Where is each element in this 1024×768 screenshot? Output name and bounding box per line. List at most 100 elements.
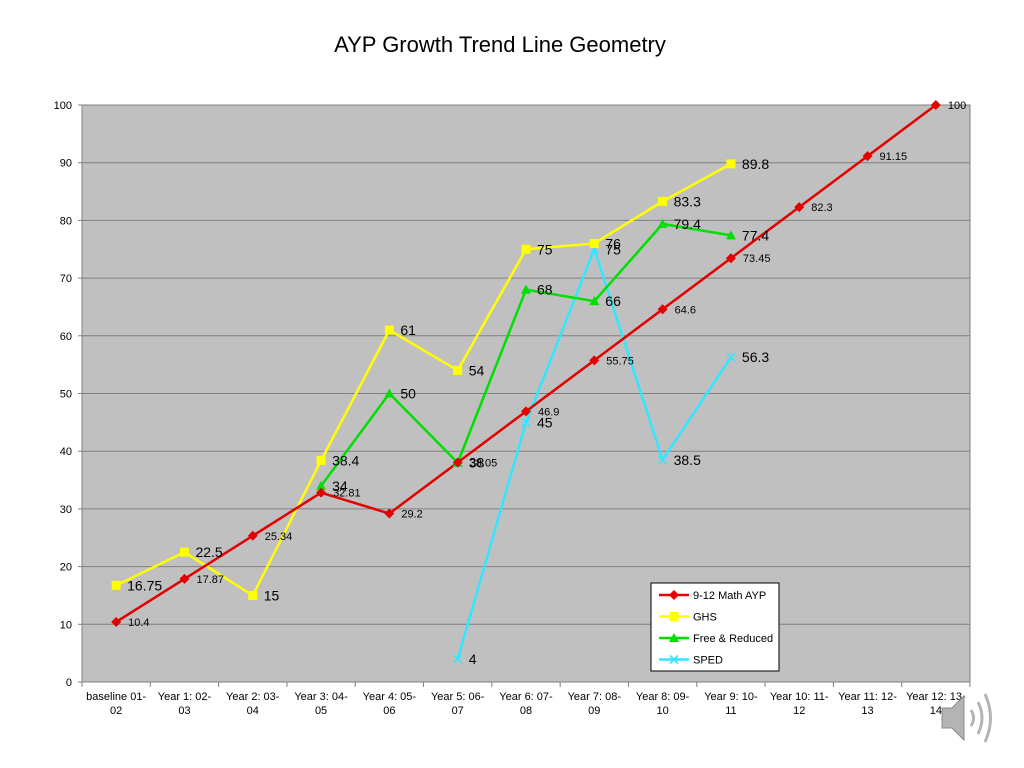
legend-entry: GHS	[659, 612, 717, 624]
data-label: 61	[400, 322, 416, 338]
series-line	[115, 162, 732, 597]
data-label: 38.05	[470, 457, 498, 469]
data-point	[179, 573, 190, 584]
data-point	[669, 612, 679, 621]
x-tick-label: Year 4: 05-06	[363, 691, 417, 717]
data-label: 29.2	[401, 509, 422, 521]
data-point	[657, 218, 668, 228]
data-label: 50	[400, 386, 416, 402]
x-tick-label: Year 5: 06-07	[431, 691, 485, 717]
data-label: 17.87	[196, 574, 224, 586]
data-point	[726, 352, 736, 362]
x-tick-label: baseline 01-02	[86, 691, 146, 717]
data-point	[669, 654, 679, 665]
y-tick-label: 90	[60, 158, 72, 170]
data-label: 82.3	[811, 202, 832, 214]
data-point	[725, 230, 736, 240]
x-tick-label: Year 9: 10-11	[704, 691, 758, 717]
data-label: 32.81	[333, 488, 361, 500]
data-point	[521, 417, 531, 427]
x-tick-label: Year 2: 03-04	[226, 691, 280, 717]
data-label: 77.4	[742, 227, 769, 243]
data-point	[452, 457, 463, 468]
data-label: 10.4	[128, 617, 149, 629]
data-point	[658, 196, 668, 206]
data-label: 54	[469, 362, 485, 378]
data-point	[589, 238, 599, 248]
x-tick-label: Year 10: 11-12	[770, 691, 829, 717]
data-point	[658, 455, 668, 465]
x-tick-label: Year 3: 04-05	[294, 691, 348, 717]
data-point	[930, 100, 941, 110]
legend-entry: SPED	[659, 655, 723, 667]
data-point	[589, 355, 600, 366]
legend-entry: 9-12 Math AYP	[659, 590, 766, 602]
legend-label: GHS	[693, 612, 717, 624]
data-point	[384, 508, 395, 519]
data-label: 34	[332, 478, 348, 494]
chart-title: AYP Growth Trend Line Geometry	[334, 32, 666, 57]
data-label: 4	[469, 651, 477, 667]
data-point	[726, 159, 736, 169]
legend: 9-12 Math AYP GHS Free & Reduced SPED	[650, 582, 780, 672]
x-tick-label: Year 12: 13-14	[906, 691, 966, 717]
y-tick-label: 60	[60, 331, 72, 343]
data-point	[453, 654, 463, 664]
x-tick-label: Year 8: 09-10	[636, 691, 690, 717]
y-tick-label: 10	[60, 619, 72, 631]
data-point	[111, 580, 121, 590]
y-tick-label: 50	[60, 389, 72, 401]
legend-entry: Free & Reduced	[659, 633, 773, 645]
data-label: 46.9	[538, 406, 559, 418]
data-label: 25.34	[265, 531, 293, 543]
data-label: 89.8	[742, 156, 769, 172]
data-label: 64.6	[675, 304, 696, 316]
y-tick-label: 40	[60, 446, 72, 458]
data-label: 75	[605, 241, 621, 257]
data-point	[669, 590, 679, 600]
x-tick-label: Year 1: 02-03	[158, 691, 212, 717]
data-label: 100	[948, 100, 966, 112]
data-point	[453, 365, 463, 375]
data-point	[316, 480, 327, 490]
data-point	[179, 547, 189, 557]
data-label: 56.3	[742, 349, 769, 365]
data-label: 38.4	[332, 452, 359, 468]
data-point	[669, 633, 679, 642]
data-point	[316, 487, 327, 498]
data-point	[589, 296, 600, 306]
data-point	[316, 455, 326, 465]
data-label: 66	[605, 293, 621, 309]
y-tick-label: 0	[66, 677, 72, 689]
data-label: 22.5	[195, 544, 222, 560]
data-point	[248, 590, 258, 600]
data-label: 73.45	[743, 253, 771, 265]
legend-label: SPED	[693, 655, 723, 667]
data-label: 76	[605, 235, 621, 251]
y-tick-label: 100	[54, 100, 72, 112]
data-point	[521, 244, 531, 254]
gridlines	[82, 104, 970, 683]
legend-label: Free & Reduced	[693, 633, 773, 645]
data-label: 38.5	[674, 452, 701, 468]
speaker-icon[interactable]	[941, 693, 992, 743]
legend-label: 9-12 Math AYP	[693, 590, 766, 602]
data-label: 79.4	[674, 216, 701, 232]
y-tick-label: 20	[60, 562, 72, 574]
data-point	[521, 406, 531, 417]
data-label: 16.75	[127, 577, 162, 593]
data-point	[725, 253, 736, 264]
x-tick-label: Year 6: 07-08	[499, 691, 553, 717]
data-point	[384, 325, 394, 335]
data-point	[521, 284, 531, 294]
x-tick-label: Year 7: 08-09	[568, 691, 622, 717]
y-tick-label: 80	[60, 215, 72, 227]
axes: 0 10 20 30 40 50 60 70 80 90 100 baseline 01-02 Year…	[54, 100, 971, 717]
data-point	[384, 388, 395, 398]
y-tick-label: 30	[60, 504, 72, 516]
data-label: 45	[537, 414, 553, 430]
data-label: 75	[537, 241, 553, 257]
data-labels: 4 45 75 38.5 56.3 34 50 38 68 66 79.4 77.4 16.75 22.5…	[127, 100, 966, 667]
y-tick-label: 70	[60, 273, 72, 285]
data-point	[247, 530, 258, 541]
